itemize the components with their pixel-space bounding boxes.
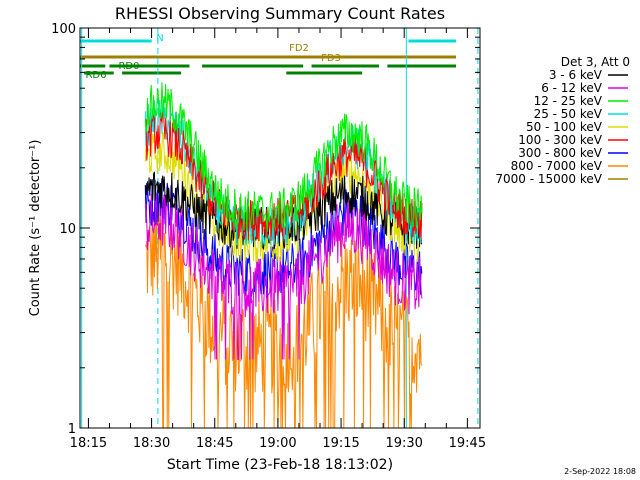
legend-label: 25 - 50 keV — [534, 107, 603, 121]
legend-label: 100 - 300 keV — [518, 133, 602, 147]
legend-label: 3 - 6 keV — [549, 68, 603, 82]
legend-label: 7000 - 15000 keV — [495, 172, 602, 186]
x-tick-label: 19:30 — [385, 436, 422, 451]
x-axis: 18:15 18:30 18:45 19:00 19:15 19:30 19:45 — [70, 28, 486, 451]
y-axis-label: Count Rate (s⁻¹ detector⁻¹) — [28, 140, 43, 317]
y-tick-label: 10 — [59, 222, 76, 237]
legend-label: 12 - 25 keV — [534, 94, 603, 108]
series-lines — [144, 82, 423, 429]
chart-title: RHESSI Observing Summary Count Rates — [115, 4, 445, 23]
x-tick-label: 19:45 — [449, 436, 486, 451]
x-tick-label: 18:30 — [133, 436, 170, 451]
flag-label-n: N — [156, 33, 163, 44]
x-tick-label: 18:15 — [70, 436, 107, 451]
legend-label: 300 - 800 keV — [518, 146, 602, 160]
flag-bars: N FD2 FD3 RD0 RD6 — [80, 33, 456, 81]
series-line-0 — [144, 171, 423, 250]
series-line-1 — [144, 192, 423, 360]
date-stamp: 2-Sep-2022 18:08 — [564, 467, 636, 476]
series-line-7 — [144, 203, 423, 429]
y-axis: 1 10 100 — [51, 22, 480, 437]
legend-title: Det 3, Att 0 — [561, 55, 630, 69]
y-tick-label: 100 — [51, 22, 76, 37]
x-tick-label: 18:45 — [196, 436, 233, 451]
x-tick-label: 19:00 — [259, 436, 296, 451]
x-axis-label: Start Time (23-Feb-18 18:13:02) — [167, 457, 393, 473]
y-tick-label: 1 — [68, 422, 76, 437]
series-line-5 — [144, 111, 423, 242]
flag-label-fd2: FD2 — [289, 43, 309, 54]
flag-label-rd0: RD0 — [118, 61, 139, 72]
legend-label: 50 - 100 keV — [526, 120, 603, 134]
legend-label: 800 - 7000 keV — [511, 159, 603, 173]
series-line-2 — [144, 82, 423, 233]
flag-label-rd6: RD6 — [85, 70, 106, 81]
x-tick-label: 19:15 — [322, 436, 359, 451]
flag-label-fd3: FD3 — [321, 53, 341, 64]
legend-label: 6 - 12 keV — [541, 81, 603, 95]
